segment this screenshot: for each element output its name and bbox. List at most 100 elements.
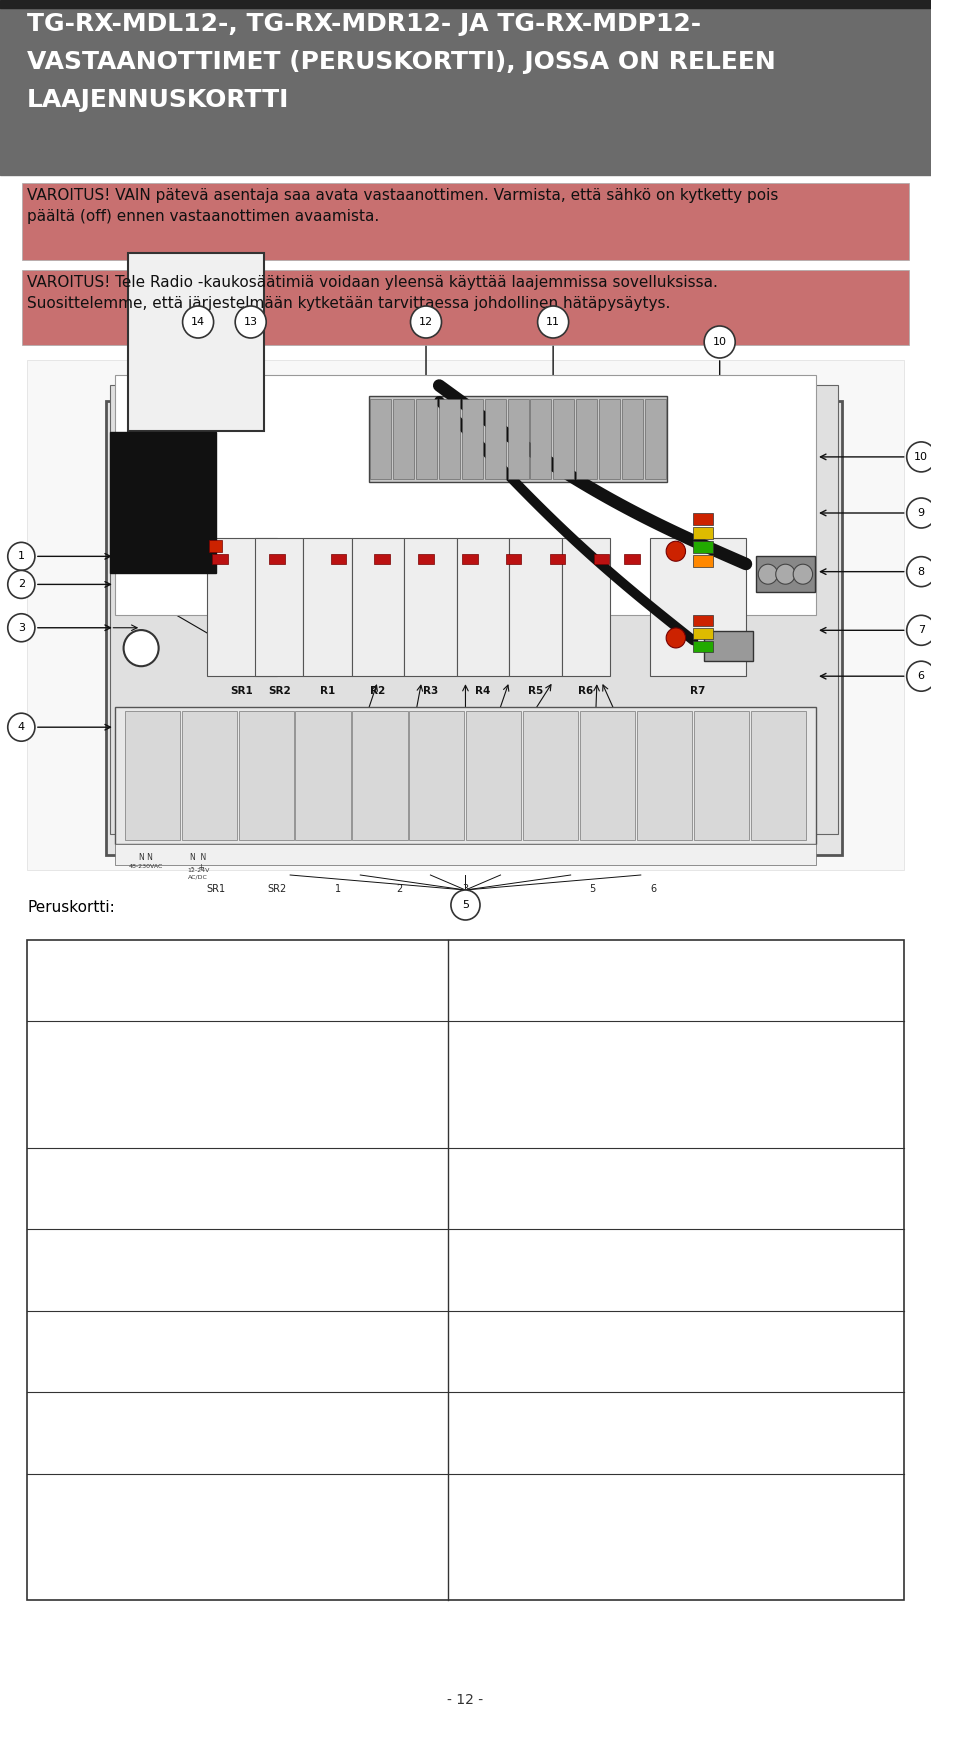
Bar [510, 538, 562, 676]
Text: SR1: SR1 [230, 686, 253, 697]
Bar [115, 375, 816, 615]
Bar [125, 711, 180, 840]
Bar [752, 711, 806, 840]
Bar [255, 538, 303, 676]
Bar [523, 711, 579, 840]
Text: VAROITUS! Tele Radio -kaukosäätimiä voidaan yleensä käyttää laajemmissa sovelluk: VAROITUS! Tele Radio -kaukosäätimiä void… [27, 275, 718, 312]
Text: 11. Sekoitustulon/-lähdön riviliitin: 11. Sekoitustulon/-lähdön riviliitin [456, 1239, 681, 1252]
Bar [576, 399, 597, 479]
Bar [693, 542, 712, 552]
Text: 11: 11 [546, 317, 560, 327]
Bar [693, 615, 712, 625]
Bar [553, 399, 574, 479]
Text: TG-RX-MDL12-, TG-RX-MDR12- JA TG-RX-MDP12-: TG-RX-MDL12-, TG-RX-MDR12- JA TG-RX-MDP1… [27, 12, 701, 37]
Circle shape [758, 564, 778, 584]
Text: 3: 3 [463, 885, 468, 894]
Bar [0, 9, 931, 174]
Text: N N: N N [138, 852, 153, 862]
Bar [550, 554, 565, 564]
Bar [206, 538, 277, 676]
Text: 10: 10 [712, 336, 727, 347]
Circle shape [182, 307, 214, 338]
Text: 4. Syöttötehon riviliitin: 4. Syöttötehon riviliitin [35, 1239, 187, 1252]
Circle shape [411, 307, 442, 338]
Circle shape [906, 615, 936, 645]
Bar [27, 361, 903, 869]
Text: 12. Select-painike (OK): 12. Select-painike (OK) [456, 1320, 609, 1334]
Bar [110, 432, 216, 573]
Circle shape [705, 326, 735, 359]
Bar [485, 399, 506, 479]
Text: 7. Toiminnon ledit 5–7 (5 = punainen, 6 =
keltainen, 7 = vihreä): 7. Toiminnon ledit 5–7 (5 = punainen, 6 … [35, 1484, 313, 1514]
Bar [508, 399, 529, 479]
Text: 9: 9 [918, 509, 924, 517]
Text: - 12 -: - 12 - [447, 1693, 484, 1707]
Text: R2: R2 [371, 686, 385, 697]
Text: R1: R1 [320, 686, 335, 697]
Bar [531, 399, 551, 479]
Bar [756, 556, 814, 592]
Text: LAAJENNUSKORTTI: LAAJENNUSKORTTI [27, 89, 290, 111]
Text: 12: 12 [419, 317, 433, 327]
Text: SR2: SR2 [268, 686, 291, 697]
Circle shape [8, 542, 35, 570]
Circle shape [906, 442, 936, 472]
Text: 14. Virran ledi (keltainen): 14. Virran ledi (keltainen) [456, 1484, 626, 1496]
Bar [330, 554, 347, 564]
Text: SR2: SR2 [268, 885, 287, 894]
Bar [209, 540, 223, 552]
Text: SR1: SR1 [206, 885, 226, 894]
Circle shape [235, 307, 266, 338]
Bar [370, 399, 391, 479]
Text: 6. Releen ledit 1–7 (punainen): 6. Releen ledit 1–7 (punainen) [35, 1402, 236, 1415]
Bar [562, 538, 611, 676]
Text: 2: 2 [18, 580, 25, 589]
Text: 12-24V
AC/DC: 12-24V AC/DC [187, 869, 209, 880]
Bar [693, 629, 712, 639]
Text: 5: 5 [462, 901, 469, 909]
Bar [269, 554, 285, 564]
Bar [351, 538, 404, 676]
Text: 5. Toimintoreleet 1–7: 5. Toimintoreleet 1–7 [35, 1320, 175, 1334]
Text: 6: 6 [651, 885, 657, 894]
Bar [0, 0, 931, 9]
Text: 9. Toiminnon ledit 1–4 (1 = punainen, 2 =
keltainen, 3 = vihreä, 4 = oranssi): 9. Toiminnon ledit 1–4 (1 = punainen, 2 … [456, 1031, 734, 1061]
Bar [599, 399, 620, 479]
Circle shape [666, 542, 685, 561]
Text: 14: 14 [191, 317, 205, 327]
Bar [593, 554, 609, 564]
Bar [303, 538, 351, 676]
Text: 10: 10 [914, 451, 928, 462]
Bar [128, 253, 264, 432]
Bar [374, 554, 390, 564]
Bar [22, 183, 908, 260]
Bar [693, 556, 712, 566]
Bar [212, 554, 228, 564]
Circle shape [124, 631, 158, 665]
Bar [352, 711, 407, 840]
Bar [693, 641, 712, 652]
Bar [410, 711, 465, 840]
Text: Peruskortti:: Peruskortti: [27, 901, 115, 915]
Bar [645, 399, 666, 479]
Text: VAROITUS! VAIN pätevä asentaja saa avata vastaanottimen. Varmista, että sähkö on: VAROITUS! VAIN pätevä asentaja saa avata… [27, 188, 779, 225]
Text: 5: 5 [589, 885, 596, 894]
Bar [457, 538, 510, 676]
Text: 6: 6 [918, 671, 924, 681]
Bar [467, 711, 521, 840]
Text: 2: 2 [396, 885, 403, 894]
Text: 1. Pysäytysreleiden (STOP) 1 + 2 (punainen) ledi: 1. Pysäytysreleiden (STOP) 1 + 2 (punain… [35, 949, 361, 963]
Bar [404, 538, 457, 676]
Bar [419, 554, 434, 564]
Circle shape [8, 712, 35, 740]
Text: 8: 8 [918, 566, 924, 577]
Bar [22, 270, 908, 345]
Text: 2. Pysäytysreleet (STOP) 1 + 2: 2. Pysäytysreleet (STOP) 1 + 2 [35, 1031, 240, 1045]
Text: R5: R5 [528, 686, 543, 697]
Bar [506, 554, 521, 564]
Bar [416, 399, 437, 479]
Text: 4: 4 [18, 723, 25, 732]
Bar [110, 385, 838, 834]
Text: N  N
-  +: N N - + [190, 852, 206, 873]
Text: VASTAANOTTIMET (PERUSKORTTI), JOSSA ON RELEEN: VASTAANOTTIMET (PERUSKORTTI), JOSSA ON R… [27, 51, 776, 73]
